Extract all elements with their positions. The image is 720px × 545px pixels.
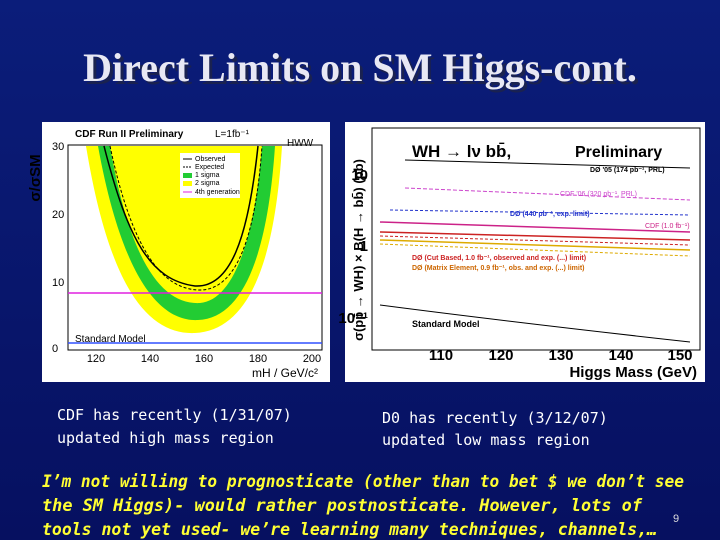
y-axis-label: σ(pp̄ → WH) × B(H → bb̄) (pb) — [351, 159, 366, 341]
right-figure: WH → lν bb̄, Preliminary DØ '05 (174 pb⁻… — [338, 122, 705, 382]
legend-label: CDF (1.0 fb⁻¹) — [645, 223, 690, 230]
legend-label: 2 sigma — [195, 180, 220, 187]
x-tick-label: 180 — [249, 353, 267, 365]
caption-line: updated high mass region — [57, 429, 274, 447]
limit-curve — [379, 235, 691, 246]
x-tick-label: 200 — [303, 353, 321, 365]
legend-label: 4th generation — [195, 189, 240, 196]
expected-curve — [109, 145, 263, 291]
observed-curve — [103, 145, 259, 287]
left-figure: Observed Expected 1 sigma 2 sigma 4th ge… — [27, 122, 330, 382]
legend-label: DØ (Matrix Element, 0.9 fb⁻¹, obs. and e… — [412, 265, 585, 272]
x-tick-label: 150 — [667, 347, 692, 364]
y-tick-label: 20 — [52, 209, 64, 221]
y-tick-label: 30 — [52, 141, 64, 153]
x-tick-label: 160 — [195, 353, 213, 365]
body-line: I’m not willing to prognosticate (other … — [42, 472, 684, 492]
legend-key — [183, 173, 192, 178]
x-tick-label: 110 — [429, 347, 453, 364]
sm-curve — [379, 304, 691, 343]
limit-curve — [379, 239, 691, 251]
legend-label: Expected — [195, 164, 224, 171]
x-axis-label: Higgs Mass (GeV) — [569, 364, 697, 381]
page-number: 9 — [673, 513, 679, 525]
plot-frame — [67, 144, 323, 351]
caption-line: D0 has recently (3/12/07) — [382, 409, 608, 427]
y-tick-label: 10 — [52, 277, 64, 289]
x-tick-label: 140 — [141, 353, 159, 365]
x-tick-label: 120 — [488, 347, 513, 364]
reference-label: Standard Model — [75, 334, 146, 345]
caption-line: CDF has recently (1/31/07) — [57, 406, 292, 424]
y-tick-label: 10⁻¹ — [338, 310, 368, 327]
figure-bg — [345, 122, 705, 382]
y-tick-label: 1 — [360, 238, 368, 255]
caption-line: updated low mass region — [382, 431, 590, 449]
x-tick-label: 140 — [608, 347, 633, 364]
y-axis-label: σ/σSM — [27, 154, 44, 201]
body-line: tools not yet used- we’re learning many … — [42, 520, 657, 540]
x-axis-label: mH / GeV/c² — [252, 366, 318, 380]
figure-header: CDF Run II Preliminary — [75, 129, 184, 140]
channel: HWW — [287, 138, 314, 149]
limit-curve — [379, 243, 691, 257]
limit-curve — [389, 209, 691, 216]
process-label: WH → lν bb̄, — [412, 142, 511, 161]
title-shadow: Direct Limits on SM Higgs-cont. — [86, 48, 640, 93]
limit-curve — [379, 221, 691, 233]
legend-label: DØ '05 (174 pb⁻¹, PRL) — [590, 167, 665, 174]
slide-title: Direct Limits on SM Higgs-cont. — [83, 45, 637, 90]
legend-label: DØ (440 pb⁻¹, exp. limit) — [510, 211, 590, 218]
limit-curve — [404, 159, 691, 169]
legend-label: 1 sigma — [195, 172, 220, 179]
limit-curve — [379, 231, 691, 241]
one-sigma-band — [98, 146, 275, 321]
legend-label: CDF '06 (320 pb⁻¹, PRL) — [560, 191, 637, 198]
legend-key — [183, 181, 192, 186]
plot-frame — [371, 127, 701, 351]
reference-label: Standard Model — [412, 319, 480, 329]
x-tick-label: 130 — [548, 347, 573, 364]
x-tick-label: 120 — [87, 353, 105, 365]
legend-label: DØ (Cut Based, 1.0 fb⁻¹, observed and ex… — [412, 255, 586, 262]
body-line: the SM Higgs)- would rather postnosticat… — [42, 496, 643, 516]
y-tick-label: 0 — [52, 343, 58, 355]
legend-label: Observed — [195, 156, 225, 163]
limit-curve — [404, 187, 691, 201]
y-tick-label: 10 — [351, 167, 368, 184]
status-label: Preliminary — [575, 144, 662, 161]
luminosity: L=1fb⁻¹ — [215, 129, 250, 140]
